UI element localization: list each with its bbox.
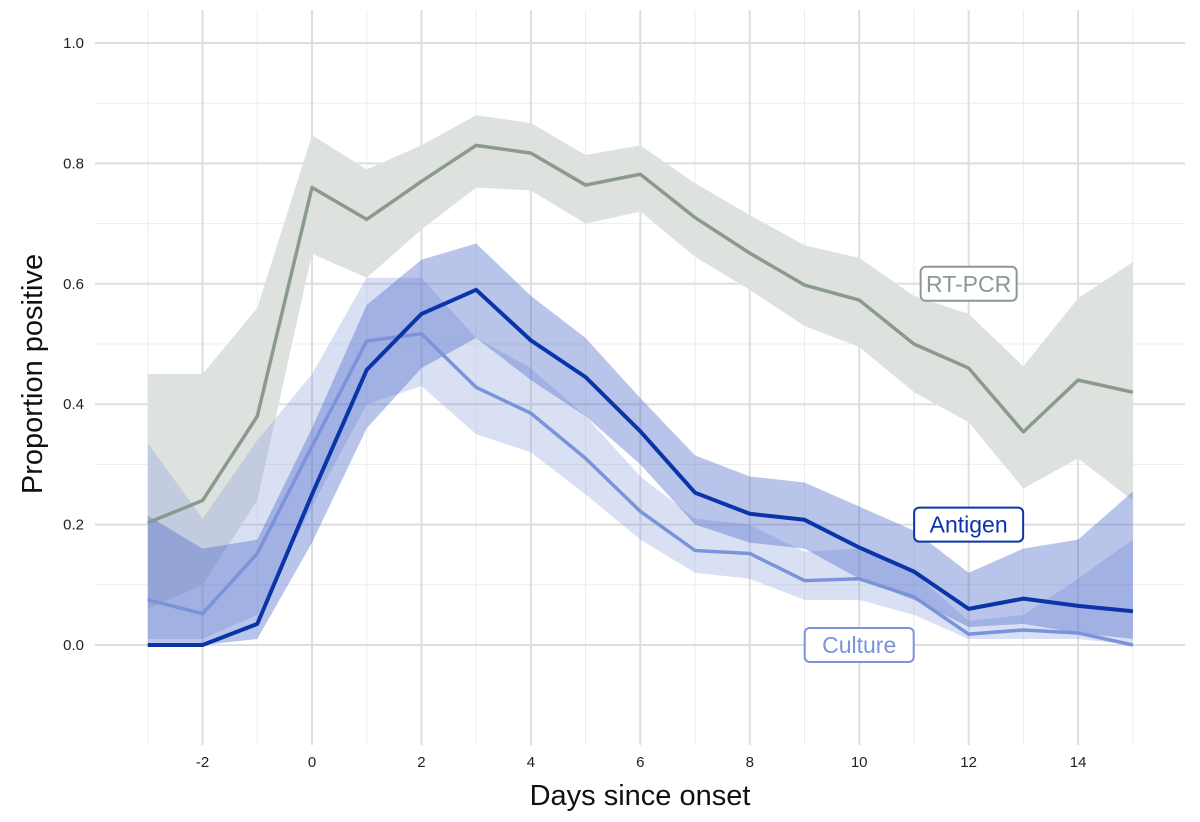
rt-pcr-point — [1077, 379, 1079, 381]
rt-pcr-point — [420, 180, 422, 182]
x-tick-label: 4 — [527, 754, 535, 771]
culture-point — [256, 552, 258, 554]
culture-point — [585, 457, 587, 459]
x-tick-label: 6 — [636, 754, 644, 771]
series-lines — [147, 143, 1134, 647]
rt-pcr-point — [1022, 431, 1024, 433]
y-tick-label: 1.0 — [63, 35, 84, 52]
antigen-point — [1077, 605, 1079, 607]
antigen-point — [639, 430, 641, 432]
culture-point — [1132, 644, 1134, 646]
rt-pcr-point — [202, 500, 204, 502]
culture-point — [858, 578, 860, 580]
y-axis-label: Proportion positive — [17, 254, 49, 494]
y-tick-label: 0.2 — [63, 517, 84, 534]
culture-point — [1077, 632, 1079, 634]
antigen-point — [475, 289, 477, 291]
antigen-point — [858, 546, 860, 548]
culture-label-box — [803, 627, 915, 663]
antigen-point — [803, 519, 805, 521]
x-tick-label: 10 — [851, 754, 868, 771]
culture-point — [639, 510, 641, 512]
culture-point — [311, 445, 313, 447]
rt-pcr-point — [147, 522, 149, 524]
rt-pcr-point — [749, 252, 751, 254]
x-tick-label: 0 — [308, 754, 316, 771]
antigen-point — [202, 644, 204, 646]
antigen-point — [1132, 610, 1134, 612]
antigen-point — [1022, 598, 1024, 600]
rt-pcr-point — [1132, 391, 1134, 393]
antigen-point — [530, 339, 532, 341]
antigen-point — [147, 644, 149, 646]
rt-pcr-point — [530, 152, 532, 154]
antigen-point — [420, 313, 422, 315]
culture-point — [749, 552, 751, 554]
rt-pcr-point — [858, 299, 860, 301]
rt-pcr-label-box — [919, 265, 1018, 302]
x-tick-label: 12 — [960, 754, 977, 771]
antigen-point — [585, 376, 587, 378]
x-tick-label: -2 — [196, 754, 209, 771]
rt-pcr-label: RT-PCR — [926, 271, 1011, 297]
series-labels: RT-PCR Culture Antigen — [803, 265, 1025, 663]
rt-pcr-point — [311, 186, 313, 188]
rt-pcr-point — [639, 173, 641, 175]
culture-point — [420, 333, 422, 335]
x-axis-label: Days since onset — [530, 780, 751, 812]
antigen-point — [366, 369, 368, 371]
antigen-point — [256, 623, 258, 625]
rt-pcr-point — [585, 184, 587, 186]
y-tick-label: 0.8 — [63, 155, 84, 172]
culture-confidence-band — [147, 277, 1133, 645]
y-tick-label: 0.0 — [63, 637, 84, 654]
rt-pcr-point — [968, 367, 970, 369]
antigen-label-box — [913, 506, 1025, 543]
antigen-point — [913, 571, 915, 573]
rt-pcr-point — [475, 144, 477, 146]
rt-pcr-point — [913, 343, 915, 345]
x-tick-label: 8 — [746, 754, 754, 771]
culture-point — [694, 549, 696, 551]
culture-point — [366, 340, 368, 342]
antigen-point — [968, 608, 970, 610]
x-tick-label: 2 — [417, 754, 425, 771]
culture-point — [530, 412, 532, 414]
culture-point — [147, 599, 149, 601]
antigen-point — [694, 492, 696, 494]
rt-pcr-point — [366, 218, 368, 220]
culture-point — [475, 386, 477, 388]
culture-point — [803, 580, 805, 582]
y-tick-label: 0.4 — [63, 396, 84, 413]
rt-pcr-point — [694, 217, 696, 219]
culture-label: Culture — [822, 632, 896, 658]
antigen-point — [749, 513, 751, 515]
tick-labels: -2 0 2 4 6 8 10 12 14 0.0 0.2 0.4 0.6 0.8 1.0 — [63, 35, 1086, 771]
grid — [95, 10, 1185, 745]
culture-point — [1022, 629, 1024, 631]
y-tick-label: 0.6 — [63, 276, 84, 293]
culture-point — [968, 633, 970, 635]
antigen-label: Antigen — [930, 512, 1008, 538]
culture-point — [202, 613, 204, 615]
x-tick-label: 14 — [1070, 754, 1087, 771]
rt-pcr-point — [803, 284, 805, 286]
rt-pcr-point — [256, 415, 258, 417]
antigen-point — [311, 494, 313, 495]
culture-point — [913, 596, 915, 598]
rt-pcr-confidence-band — [147, 115, 1133, 609]
